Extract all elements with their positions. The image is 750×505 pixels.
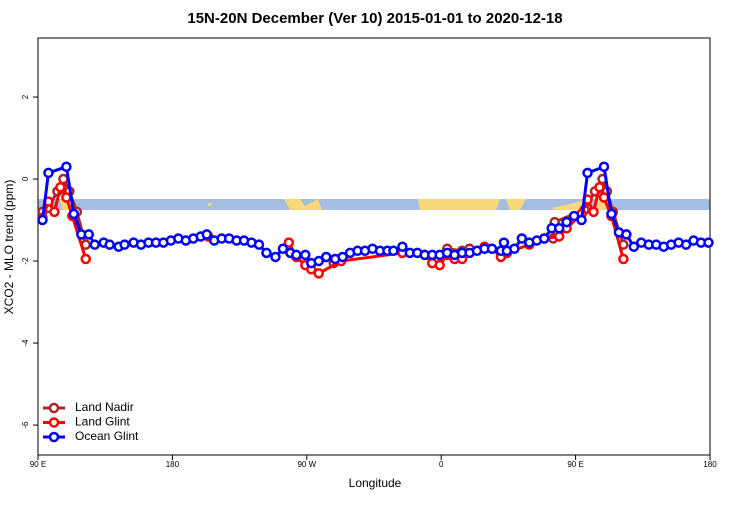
data-point: [55, 182, 66, 193]
y-tick-label: 2: [21, 94, 30, 99]
ocean-band: [38, 199, 710, 210]
data-point: [58, 173, 69, 185]
data-point: [498, 237, 510, 248]
legend-label: Land Glint: [75, 415, 130, 429]
y-axis-label: XCO2 - MLO trend (ppm): [2, 180, 16, 315]
data-point: [606, 208, 617, 220]
y-tick-label: 0: [21, 176, 30, 181]
x-tick-label: 90 E: [30, 460, 46, 469]
data-point: [320, 251, 332, 263]
data-point: [621, 229, 632, 240]
y-tick-label: -4: [21, 339, 30, 347]
data-point: [434, 259, 445, 271]
data-point: [553, 231, 565, 242]
data-point: [680, 239, 692, 250]
data-point: [561, 216, 572, 228]
data-point: [538, 233, 550, 244]
data-point: [83, 229, 95, 240]
data-point: [594, 182, 605, 193]
legend-marker: [48, 417, 60, 428]
data-point: [201, 229, 212, 240]
legend-marker: [48, 431, 60, 443]
data-point: [253, 239, 265, 250]
data-point: [270, 251, 281, 263]
data-point: [291, 249, 302, 261]
data-point: [588, 206, 599, 218]
data-point: [49, 206, 60, 218]
data-point: [582, 167, 593, 179]
map-strip: [38, 199, 710, 210]
data-point: [618, 253, 629, 265]
data-point: [261, 247, 272, 259]
x-tick-label: 180: [703, 460, 717, 469]
data-point: [313, 255, 324, 267]
data-point: [104, 239, 115, 250]
data-point: [43, 167, 54, 179]
series-layer: [37, 161, 714, 279]
data-point: [598, 192, 610, 203]
legend-label: Ocean Glint: [75, 429, 139, 443]
y-tick-label: -6: [21, 421, 30, 429]
data-point: [568, 210, 580, 222]
data-point: [598, 161, 610, 172]
data-point: [337, 251, 348, 263]
y-tick-label: -2: [21, 257, 30, 265]
data-point: [553, 223, 565, 234]
data-point: [119, 239, 130, 250]
data-point: [37, 214, 48, 226]
data-point: [283, 237, 295, 248]
axes: 2 0 -2 -4 -6 90 E 180 90 W 0 90 E 180: [21, 94, 717, 469]
data-point: [628, 241, 640, 252]
data-point: [509, 243, 520, 255]
legend-marker: [48, 402, 60, 414]
x-axis-label: Longitude: [349, 476, 402, 490]
legend-label: Land Nadir: [75, 400, 134, 414]
data-point: [486, 243, 498, 255]
x-tick-label: 90 W: [297, 460, 316, 469]
data-point: [89, 239, 100, 250]
data-point: [277, 243, 289, 255]
data-point: [300, 249, 311, 261]
land-patch: [60, 199, 608, 210]
data-point: [576, 214, 587, 226]
data-point: [68, 208, 80, 220]
data-point: [313, 268, 324, 279]
data-point: [61, 192, 72, 203]
data-point: [80, 253, 92, 265]
chart-title: 15N-20N December (Ver 10) 2015-01-01 to …: [187, 10, 562, 27]
data-point: [703, 237, 714, 248]
data-point: [397, 241, 408, 252]
data-point: [61, 161, 72, 172]
data-point: [516, 233, 528, 244]
x-tick-label: 0: [439, 460, 444, 469]
data-point: [388, 245, 399, 257]
x-tick-label: 90 E: [567, 460, 583, 469]
x-tick-label: 180: [166, 460, 180, 469]
